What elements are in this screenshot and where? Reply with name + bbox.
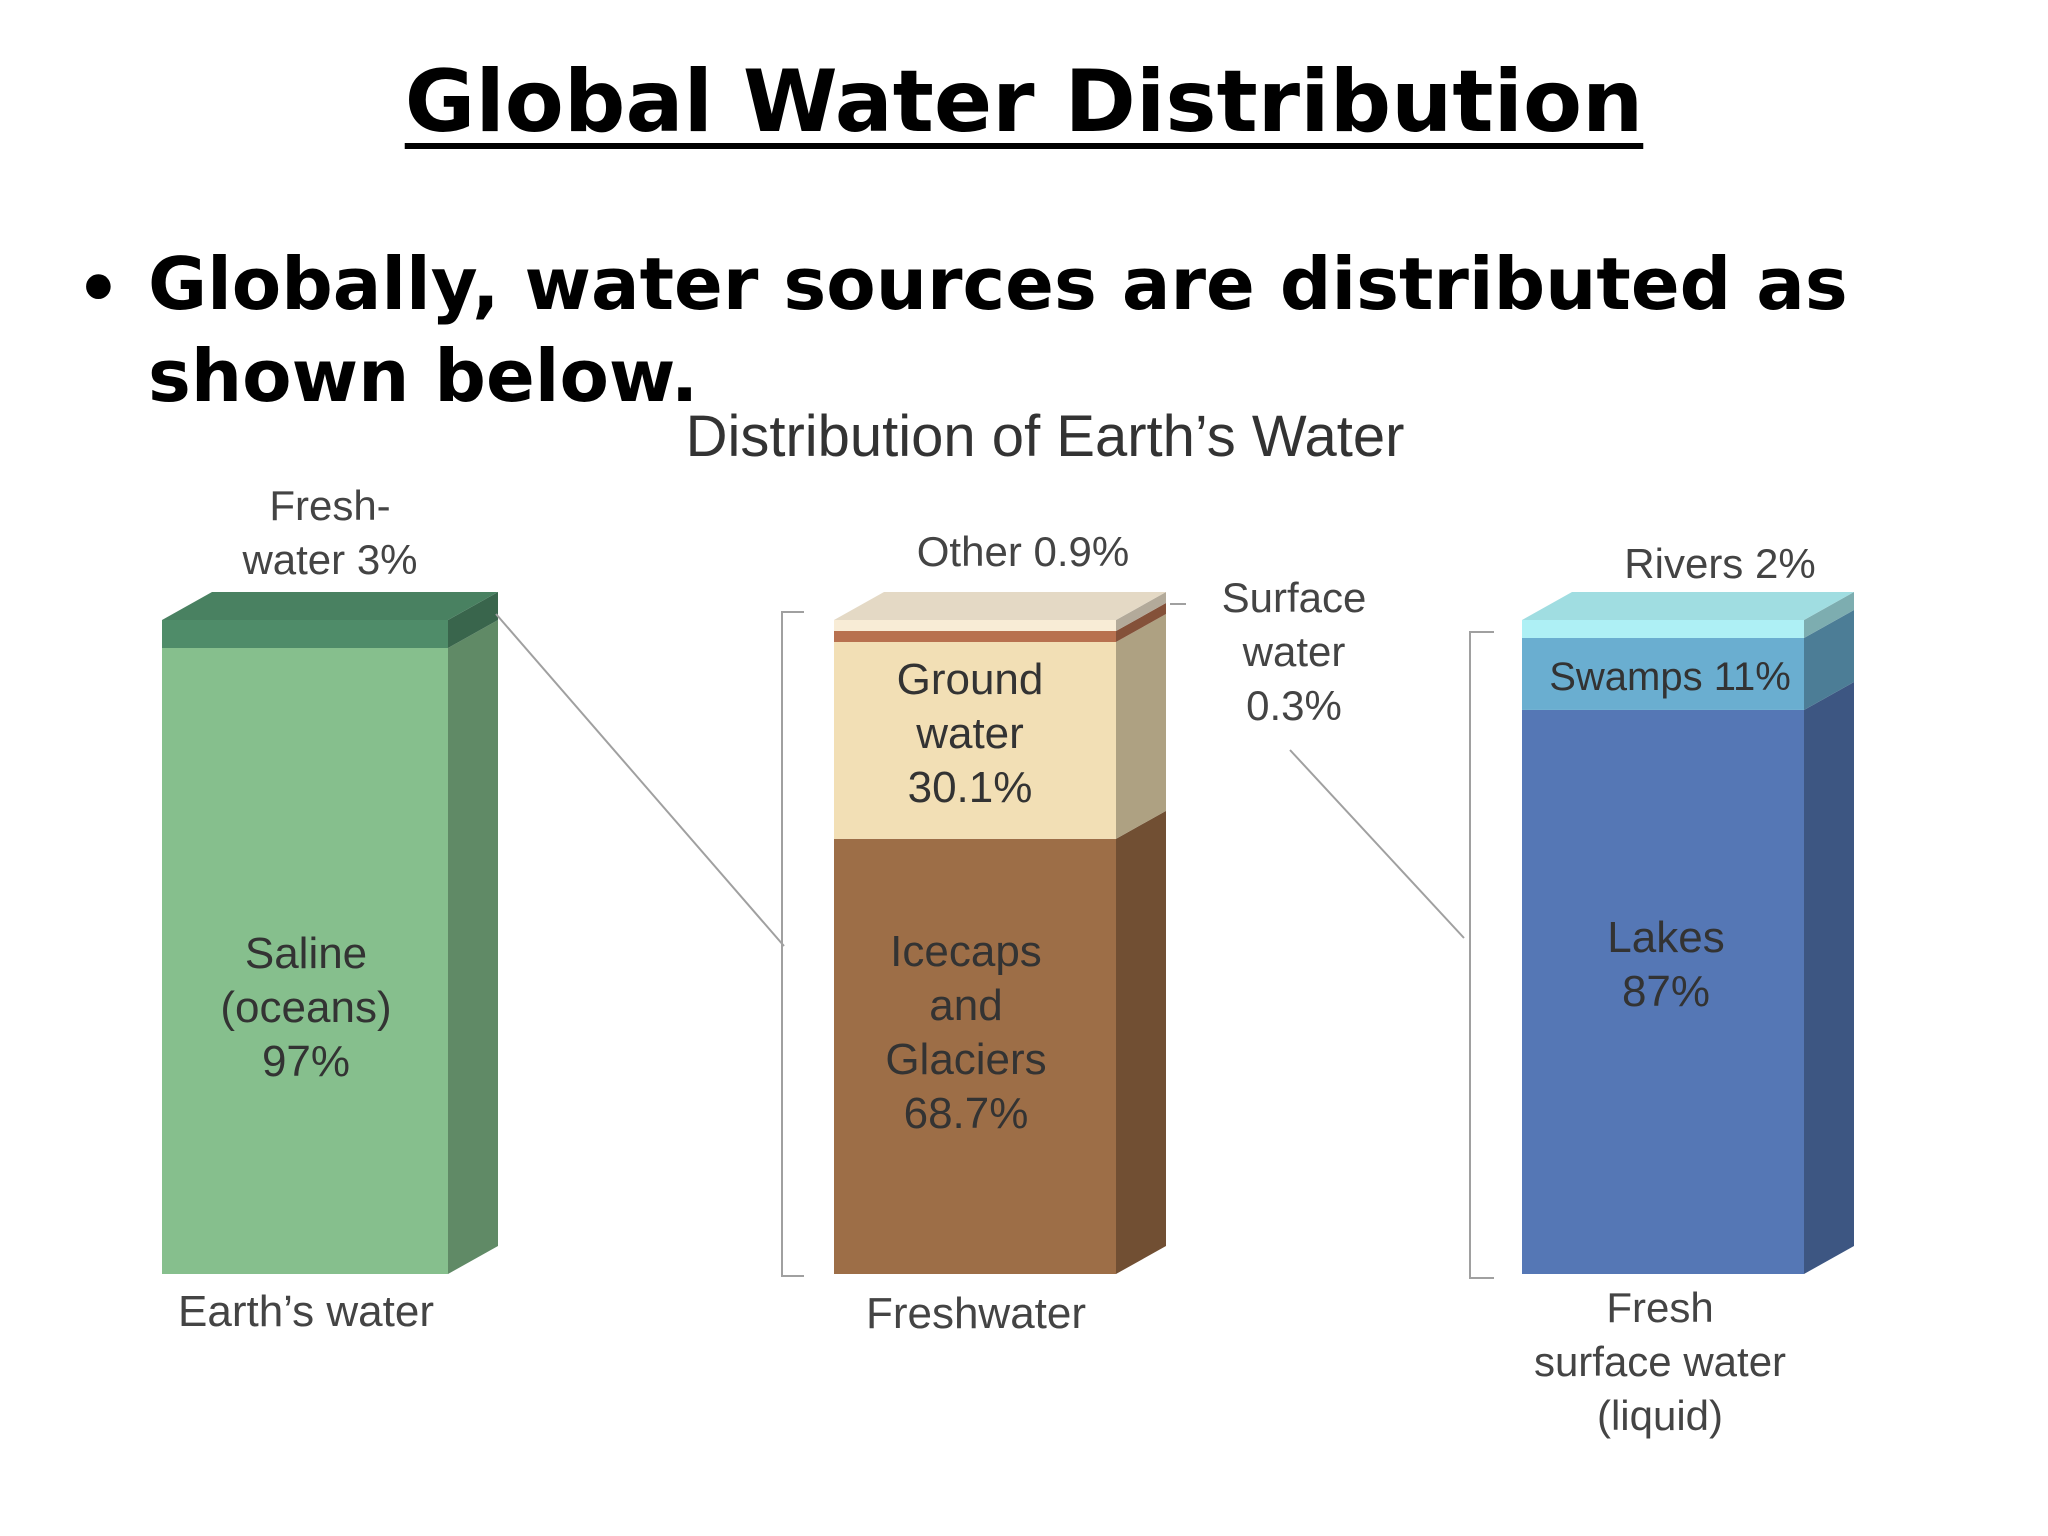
label-saline-line: 97% xyxy=(262,1037,350,1086)
column-label-earths-water: Earth’s water xyxy=(178,1287,434,1336)
chart-title: Distribution of Earth’s Water xyxy=(686,404,1405,469)
col2-seg1-bar-side xyxy=(1116,810,1166,1274)
col2-seg2-bar-side xyxy=(1116,614,1166,839)
label-freshwater-3pct-line: Fresh- xyxy=(269,482,390,529)
label-lakes: Lakes 87% xyxy=(1607,913,1724,1016)
label-surface-water-line: water xyxy=(1242,628,1346,675)
col3-seg3-bar-front xyxy=(1522,620,1804,638)
col3-seg1-bar-side xyxy=(1804,681,1854,1274)
label-swamps: Swamps 11% xyxy=(1549,655,1791,699)
col2-seg1-bar-front xyxy=(834,838,1116,1274)
label-ground-water-line: water xyxy=(915,709,1024,758)
col1-seg2-bar-side xyxy=(448,592,498,648)
label-freshwater-3pct-line: water 3% xyxy=(241,536,417,583)
label-other-line: Other 0.9% xyxy=(917,528,1129,575)
label-other: Other 0.9% xyxy=(917,528,1129,575)
col2-seg3-bar-front xyxy=(834,631,1116,642)
col3-seg1-bar-front xyxy=(1522,709,1804,1274)
connector-line-2 xyxy=(1289,749,1465,939)
connector-line-1 xyxy=(495,613,785,947)
label-rivers: Rivers 2% xyxy=(1624,540,1815,587)
col3-seg3-bar-side xyxy=(1804,592,1854,638)
label-icecaps-line: Glaciers xyxy=(885,1035,1046,1084)
label-surface-water: Surface water 0.3% xyxy=(1222,574,1367,729)
col3-seg3-bar-top xyxy=(1522,592,1854,620)
label-icecaps-line: 68.7% xyxy=(904,1089,1029,1138)
column-label-freshwater-line: Freshwater xyxy=(866,1289,1086,1338)
label-icecaps-line: Icecaps xyxy=(890,927,1042,976)
label-saline-line: Saline xyxy=(245,929,367,978)
column-label-fresh-surface-water-line: (liquid) xyxy=(1597,1392,1723,1439)
col3-seg2-bar-front xyxy=(1522,638,1804,710)
label-ground-water-line: 30.1% xyxy=(908,763,1033,812)
slide-title-text: Global Water Distribution xyxy=(404,52,1644,152)
column-label-freshwater: Freshwater xyxy=(866,1289,1086,1338)
label-ground-water: Ground water 30.1% xyxy=(897,655,1044,812)
column-label-fresh-surface-water: Fresh surface water (liquid) xyxy=(1534,1284,1786,1439)
bullet-point-icon: • xyxy=(76,248,121,330)
col2-seg4-bar-top xyxy=(834,592,1166,620)
col2-seg2-bar-front xyxy=(834,642,1116,839)
label-lakes-line: 87% xyxy=(1622,967,1710,1016)
col1-seg2-bar-front xyxy=(162,620,448,648)
col3-seg2-bar-side xyxy=(1804,610,1854,710)
col2-seg4-bar-front xyxy=(834,620,1116,631)
column-label-fresh-surface-water-line: surface water xyxy=(1534,1338,1786,1385)
label-rivers-line: Rivers 2% xyxy=(1624,540,1815,587)
label-lakes-line: Lakes xyxy=(1607,913,1724,962)
label-surface-water-line: 0.3% xyxy=(1246,682,1342,729)
label-ground-water-line: Ground xyxy=(897,655,1044,704)
label-freshwater-3pct: Fresh-water 3% xyxy=(241,482,417,583)
freshwater-bracket xyxy=(781,611,804,1277)
col2-seg4-bar-side xyxy=(1116,592,1166,631)
label-icecaps-line: and xyxy=(929,981,1002,1030)
label-swamps-line: Swamps 11% xyxy=(1549,655,1791,699)
bullet-text: Globally, water sources are distributed … xyxy=(148,242,1848,418)
col1-seg2-bar-top xyxy=(162,592,498,620)
label-icecaps: Icecaps and Glaciers 68.7% xyxy=(885,927,1046,1138)
slide-title: Global Water Distribution xyxy=(0,52,2048,152)
col2-seg3-bar-side xyxy=(1116,603,1166,642)
column-label-fresh-surface-water-line: Fresh xyxy=(1606,1284,1713,1331)
surface-bracket xyxy=(1469,631,1494,1279)
column-label-earths-water-line: Earth’s water xyxy=(178,1287,434,1336)
label-surface-water-line: Surface xyxy=(1222,574,1367,621)
label-saline-line: (oceans) xyxy=(220,983,391,1032)
col1-seg1-bar-front xyxy=(162,648,448,1274)
col1-seg1-bar-side xyxy=(448,620,498,1274)
label-saline: Saline (oceans) 97% xyxy=(220,929,391,1086)
